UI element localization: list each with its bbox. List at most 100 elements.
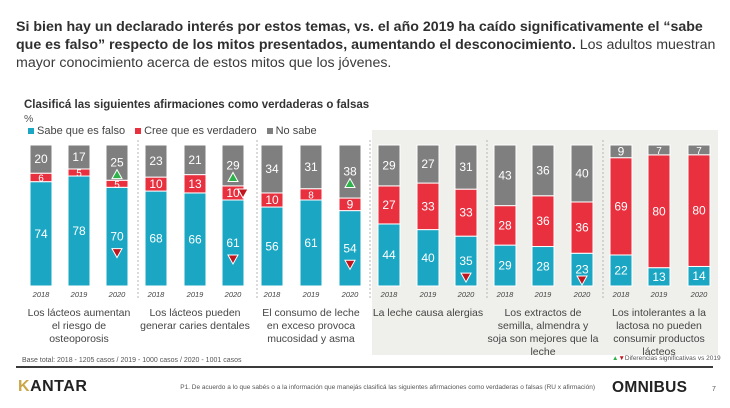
headline-regular: Los adultos muestran mayor conocimiento … bbox=[16, 37, 716, 71]
data-label-falso: 70 bbox=[110, 230, 124, 244]
year-tick-label: 2018 bbox=[612, 290, 631, 299]
year-tick-label: 2019 bbox=[70, 290, 89, 299]
group-label: La leche causa alergias bbox=[372, 307, 484, 319]
legend-label-falso: Sabe que es falso bbox=[37, 125, 126, 137]
unit-label: % bbox=[24, 113, 34, 125]
kantar-logo: KANTAR bbox=[18, 378, 87, 396]
significance-note: ▲▼Diferencias significativas vs 2019 bbox=[612, 355, 721, 362]
data-label-verdadero: 36 bbox=[575, 221, 589, 235]
data-label-nosabe: 31 bbox=[459, 160, 473, 174]
legend-swatch-nosabe bbox=[266, 128, 273, 134]
data-label-nosabe: 34 bbox=[265, 162, 279, 176]
data-label-verdadero: 10 bbox=[226, 186, 240, 200]
bar-segment-nosabe bbox=[609, 144, 633, 159]
data-label-nosabe: 20 bbox=[34, 152, 48, 166]
data-label-verdadero: 9 bbox=[347, 197, 354, 211]
logo-k: K bbox=[18, 378, 31, 395]
bar-segment-nosabe bbox=[493, 144, 517, 207]
data-label-falso: 61 bbox=[226, 236, 240, 250]
data-label-falso: 74 bbox=[34, 227, 48, 241]
data-label-nosabe: 23 bbox=[149, 154, 163, 168]
significance-up-icon bbox=[344, 177, 356, 189]
question-text: P1. De acuerdo a lo que sabés o a la inf… bbox=[180, 384, 595, 391]
footer-divider bbox=[16, 366, 713, 368]
legend-swatch-falso bbox=[28, 128, 34, 134]
data-label-falso: 22 bbox=[614, 263, 628, 277]
omnibus-brand: OMNIBUS bbox=[612, 379, 688, 396]
data-label-verdadero: 69 bbox=[614, 199, 628, 213]
data-label-nosabe: 43 bbox=[498, 168, 512, 182]
group-label: Los intolerantes a la lactosa no pueden … bbox=[612, 307, 706, 358]
data-label-falso: 78 bbox=[72, 224, 86, 238]
data-label-verdadero: 10 bbox=[265, 193, 279, 207]
bar-segment-nosabe bbox=[67, 144, 91, 170]
data-label-nosabe: 21 bbox=[188, 153, 202, 167]
significance-text: Diferencias significativas vs 2019 bbox=[624, 355, 721, 362]
bar-segment-nosabe bbox=[647, 144, 671, 156]
group-label: Los lácteos pueden generar caries dental… bbox=[140, 307, 250, 332]
bar-segment-nosabe bbox=[531, 144, 555, 197]
down-triangle-icon: ▼ bbox=[618, 355, 625, 362]
data-label-verdadero: 80 bbox=[692, 204, 706, 218]
data-label-falso: 13 bbox=[652, 270, 666, 284]
base-note: Base total: 2018 - 1205 casos / 2019 - 1… bbox=[22, 357, 242, 364]
year-tick-label: 2019 bbox=[419, 290, 438, 299]
data-label-verdadero: 33 bbox=[459, 206, 473, 220]
data-label-falso: 61 bbox=[304, 236, 318, 250]
data-label-nosabe: 27 bbox=[421, 157, 435, 171]
legend-item-verdadero: Cree que es verdadero bbox=[135, 125, 257, 137]
data-label-falso: 44 bbox=[382, 248, 396, 262]
year-tick-label: 2020 bbox=[341, 290, 360, 299]
data-label-falso: 68 bbox=[149, 232, 163, 246]
data-label-nosabe: 17 bbox=[72, 150, 86, 164]
data-label-nosabe: 36 bbox=[536, 163, 550, 177]
bar-segment-nosabe bbox=[454, 144, 478, 190]
significance-down-icon bbox=[460, 272, 472, 284]
significance-down-icon bbox=[344, 259, 356, 271]
bar-segment-nosabe bbox=[144, 144, 168, 178]
bar-segment-nosabe bbox=[221, 144, 245, 187]
data-label-verdadero: 5 bbox=[76, 168, 82, 179]
bar-segment-nosabe bbox=[687, 144, 711, 156]
year-tick-label: 2020 bbox=[690, 290, 709, 299]
year-tick-label: 2019 bbox=[534, 290, 553, 299]
year-tick-label: 2018 bbox=[263, 290, 282, 299]
data-label-nosabe: 7 bbox=[656, 146, 662, 157]
significance-up-icon bbox=[111, 168, 123, 180]
data-label-falso: 66 bbox=[188, 232, 202, 246]
year-tick-label: 2020 bbox=[573, 290, 592, 299]
data-label-nosabe: 25 bbox=[110, 156, 124, 170]
data-label-nosabe: 29 bbox=[382, 158, 396, 172]
headline: Si bien hay un declarado interés por est… bbox=[16, 18, 716, 72]
data-label-falso: 28 bbox=[536, 259, 550, 273]
bar-segment-nosabe bbox=[260, 144, 284, 194]
year-tick-label: 2020 bbox=[457, 290, 476, 299]
page-number: 7 bbox=[712, 386, 716, 393]
year-tick-label: 2019 bbox=[302, 290, 321, 299]
data-label-verdadero: 33 bbox=[421, 199, 435, 213]
data-label-falso: 54 bbox=[343, 241, 357, 255]
logo-rest: ANTAR bbox=[30, 378, 88, 395]
data-label-nosabe: 29 bbox=[226, 158, 240, 172]
bar-segment-nosabe bbox=[377, 144, 401, 187]
data-label-falso: 23 bbox=[575, 263, 589, 277]
year-tick-label: 2019 bbox=[186, 290, 205, 299]
year-tick-label: 2020 bbox=[224, 290, 243, 299]
data-label-verdadero: 36 bbox=[536, 214, 550, 228]
significance-down-icon bbox=[227, 254, 239, 266]
legend-item-falso: Sabe que es falso bbox=[28, 125, 125, 137]
significance-down-icon bbox=[237, 188, 249, 199]
significance-down-icon bbox=[576, 275, 588, 287]
data-label-falso: 14 bbox=[692, 269, 706, 283]
data-label-verdadero: 8 bbox=[308, 190, 314, 201]
group-label: El consumo de leche en exceso provoca mu… bbox=[262, 307, 360, 345]
data-label-falso: 56 bbox=[265, 240, 279, 254]
legend: Sabe que es falso Cree que es verdadero … bbox=[28, 125, 317, 137]
data-label-nosabe: 9 bbox=[618, 144, 625, 158]
bar-segment-nosabe bbox=[338, 144, 362, 199]
data-label-falso: 40 bbox=[421, 251, 435, 265]
year-tick-label: 2019 bbox=[650, 290, 669, 299]
significance-down-icon bbox=[111, 248, 123, 259]
data-label-nosabe: 38 bbox=[343, 165, 357, 179]
legend-label-nosabe: No sabe bbox=[275, 125, 317, 137]
